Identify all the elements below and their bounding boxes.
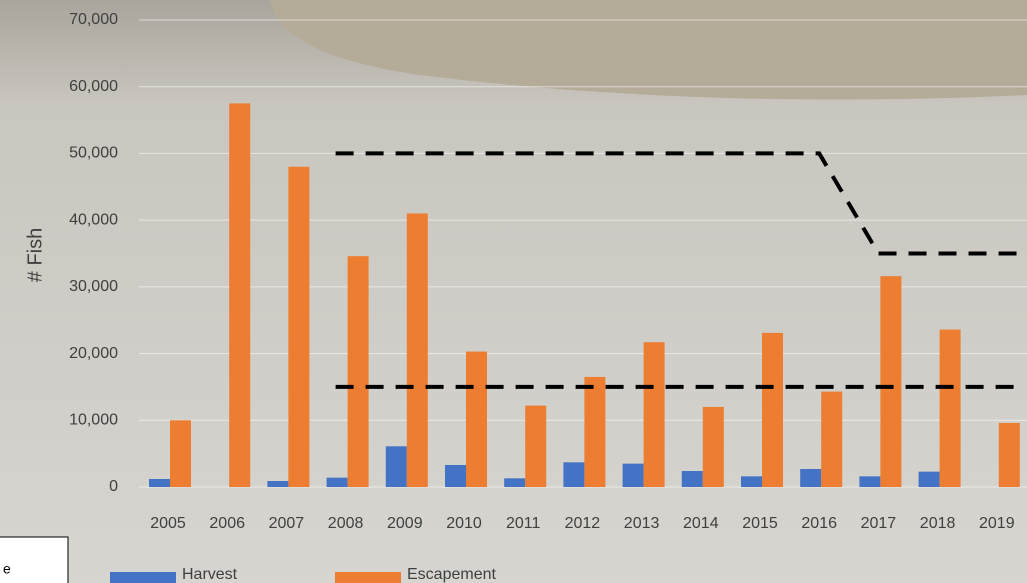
x-tick-label: 2007 [269, 515, 305, 532]
legend-swatch [110, 572, 176, 583]
y-tick-label: 50,000 [69, 145, 118, 162]
note-box [0, 536, 69, 583]
x-tick-label: 2006 [209, 515, 245, 532]
legend-swatch [335, 572, 401, 583]
x-tick-label: 2019 [979, 515, 1015, 532]
bar [880, 276, 902, 487]
bar [741, 476, 762, 487]
bar [939, 329, 961, 487]
x-tick-label: 2018 [920, 515, 956, 532]
y-tick-label: 20,000 [69, 345, 118, 362]
y-tick-label: 10,000 [69, 412, 118, 429]
bar [445, 464, 466, 487]
legend-label: Harvest [182, 566, 238, 583]
bar [998, 422, 1020, 487]
bar [821, 391, 843, 487]
y-tick-label: 70,000 [69, 11, 118, 28]
legend-label: Escapement [407, 566, 496, 583]
bar [267, 480, 289, 487]
bar [563, 462, 585, 487]
bar [229, 103, 251, 488]
bar [170, 420, 191, 487]
x-tick-label: 2017 [861, 515, 897, 532]
x-tick-label: 2014 [683, 515, 719, 532]
y-tick-label: 30,000 [69, 278, 118, 295]
x-tick-label: 2016 [801, 515, 837, 532]
y-tick-label: 40,000 [69, 211, 118, 228]
bar [643, 342, 665, 487]
y-tick-label: 0 [109, 478, 118, 495]
bar [347, 256, 369, 487]
bar [326, 477, 348, 487]
x-tick-label: 2012 [565, 515, 601, 532]
y-axis-label: # Fish [24, 228, 46, 282]
x-tick-label: 2010 [446, 515, 482, 532]
bar [406, 213, 428, 487]
x-tick-label: 2013 [624, 515, 660, 532]
bar [288, 166, 310, 487]
bar [918, 471, 940, 487]
bar [385, 446, 407, 487]
x-tick-label: 2011 [506, 515, 541, 532]
bar [584, 376, 606, 487]
x-tick-label: 2005 [150, 515, 186, 532]
y-tick-label: 60,000 [69, 78, 118, 95]
bar [800, 468, 822, 487]
x-tick-label: 2015 [742, 515, 778, 532]
x-tick-label: 2009 [387, 515, 423, 532]
bar [622, 463, 644, 487]
x-tick-label: 2008 [328, 515, 364, 532]
bar [466, 351, 487, 487]
bar [702, 406, 724, 487]
bar [504, 478, 526, 487]
goal-line [335, 151, 1022, 256]
bar [681, 470, 703, 487]
note: e [3, 561, 11, 577]
bar [149, 478, 170, 487]
bar [859, 476, 881, 487]
bar [762, 332, 783, 487]
bar [525, 405, 547, 487]
riverbank [270, 0, 1027, 100]
